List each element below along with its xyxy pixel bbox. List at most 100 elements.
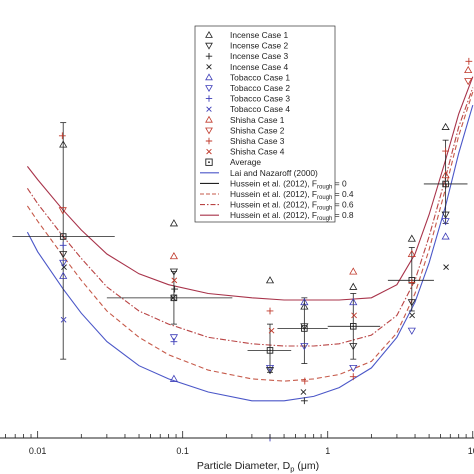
- legend-label: Hussein et al. (2012), Frough = 0.4: [230, 189, 354, 201]
- marker-triangle-up: [349, 298, 358, 306]
- average-point: [247, 323, 292, 373]
- marker-triangle-down: [300, 323, 309, 331]
- legend-label: Lai and Nazaroff (2000): [230, 168, 318, 178]
- marker-average: [350, 323, 357, 330]
- x-tick-label: 0.1: [176, 446, 189, 456]
- marker-triangle-down: [407, 299, 416, 307]
- marker-average: [266, 347, 274, 354]
- marker-triangle-down: [407, 327, 416, 335]
- x-tick-label: 10: [468, 446, 474, 456]
- x-axis-label-subscript: p: [290, 465, 294, 474]
- marker-x: [170, 294, 177, 301]
- marker-triangle-down: [349, 343, 358, 351]
- marker-average-dot: [62, 235, 65, 238]
- marker-triangle-up: [205, 115, 213, 123]
- marker-average: [442, 180, 449, 188]
- average-point: [12, 122, 115, 360]
- legend-label: Incense Case 1: [230, 30, 289, 40]
- legend-label: Incense Case 4: [230, 62, 289, 72]
- legend-label: Average: [230, 157, 261, 167]
- marker-triangle-down: [265, 364, 275, 373]
- marker-triangle-up: [407, 249, 416, 257]
- marker-triangle-down: [265, 367, 275, 375]
- marker-x: [206, 64, 212, 70]
- legend-label: Tobacco Case 1: [230, 72, 290, 82]
- model-curve: [26, 91, 474, 382]
- marker-triangle-down: [59, 259, 68, 268]
- marker-triangle-up: [441, 122, 450, 130]
- marker-triangle-down: [441, 218, 450, 226]
- legend-entry: Lai and Nazaroff (2000): [200, 168, 318, 178]
- legend-entry: Incense Case 2: [205, 41, 289, 51]
- marker-triangle-down: [300, 343, 309, 351]
- marker-triangle-down: [205, 85, 213, 93]
- marker-average-square: [442, 180, 449, 188]
- model-curve: [26, 76, 474, 301]
- legend-entry: Tobacco Case 1: [205, 72, 290, 82]
- legend-entry: Shisha Case 3: [205, 136, 285, 146]
- marker-triangle-up: [169, 374, 179, 382]
- marker-average-square: [301, 325, 308, 332]
- marker-average-square: [59, 233, 67, 240]
- marker-triangle-down: [59, 251, 68, 259]
- marker-triangle-down: [58, 207, 67, 215]
- marker-average-dot: [208, 161, 210, 164]
- marker-plus: [442, 147, 450, 155]
- marker-plus: [205, 95, 213, 102]
- marker-plus: [465, 57, 473, 65]
- x-axis: 0.01 0.1 1 10: [0, 431, 474, 456]
- marker-triangle-up: [59, 140, 68, 148]
- legend-entry: Incense Case 4: [206, 62, 289, 72]
- marker-triangle-up: [464, 65, 473, 74]
- marker-average-dot: [444, 183, 447, 185]
- marker-average-square: [350, 323, 357, 330]
- legend-entry: Shisha Case 1: [205, 115, 285, 125]
- legend-entry: Hussein et al. (2012), Frough = 0.8: [200, 210, 354, 222]
- legend-label: Tobacco Case 4: [230, 104, 290, 114]
- marker-triangle-up: [349, 282, 358, 290]
- marker-plus: [301, 377, 309, 385]
- x-axis-label-unit: (μm): [294, 460, 319, 472]
- marker-triangle-up: [441, 170, 450, 179]
- legend-label: Incense Case 2: [230, 41, 289, 51]
- model-curves: [26, 76, 474, 402]
- data-points: [58, 57, 473, 442]
- marker-triangle-up: [300, 302, 309, 310]
- marker-triangle-up: [407, 234, 416, 242]
- x-axis-label: Particle Diameter, Dp (μm): [197, 460, 319, 474]
- legend-label: Shisha Case 3: [230, 136, 285, 146]
- marker-triangle-up: [169, 219, 179, 227]
- legend-box: [194, 25, 336, 223]
- marker-triangle-up: [349, 267, 358, 275]
- legend-entry: Tobacco Case 3: [205, 94, 290, 104]
- legend-entry: Hussein et al. (2012), Frough = 0.4: [200, 189, 354, 201]
- marker-triangle-up: [205, 73, 213, 81]
- marker-average: [59, 233, 67, 240]
- marker-plus: [205, 53, 213, 60]
- legend-label: Tobacco Case 3: [230, 94, 290, 104]
- legend-label: Shisha Case 2: [230, 125, 285, 135]
- legend-entry: Average: [205, 157, 261, 167]
- marker-x: [171, 277, 178, 284]
- marker-triangle-down: [205, 127, 213, 135]
- marker-x: [351, 312, 357, 319]
- marker-plus: [58, 132, 66, 140]
- marker-triangle-down: [169, 334, 179, 342]
- marker-plus: [205, 137, 213, 145]
- legend-entry: Incense Case 1: [205, 30, 289, 40]
- marker-average-square: [170, 294, 178, 302]
- marker-plus: [170, 338, 178, 346]
- marker-triangle-down: [349, 364, 358, 373]
- marker-triangle-up: [300, 298, 309, 306]
- marker-triangle-down: [169, 268, 179, 276]
- average-point: [106, 271, 233, 325]
- marker-plus: [300, 397, 308, 405]
- average-errorbars: [12, 122, 468, 373]
- marker-triangle-down: [205, 42, 213, 50]
- legend-entry: Shisha Case 2: [205, 125, 285, 135]
- marker-x: [206, 106, 212, 112]
- marker-triangle-up: [441, 232, 450, 240]
- marker-triangle-down: [464, 78, 473, 86]
- marker-average: [205, 158, 213, 166]
